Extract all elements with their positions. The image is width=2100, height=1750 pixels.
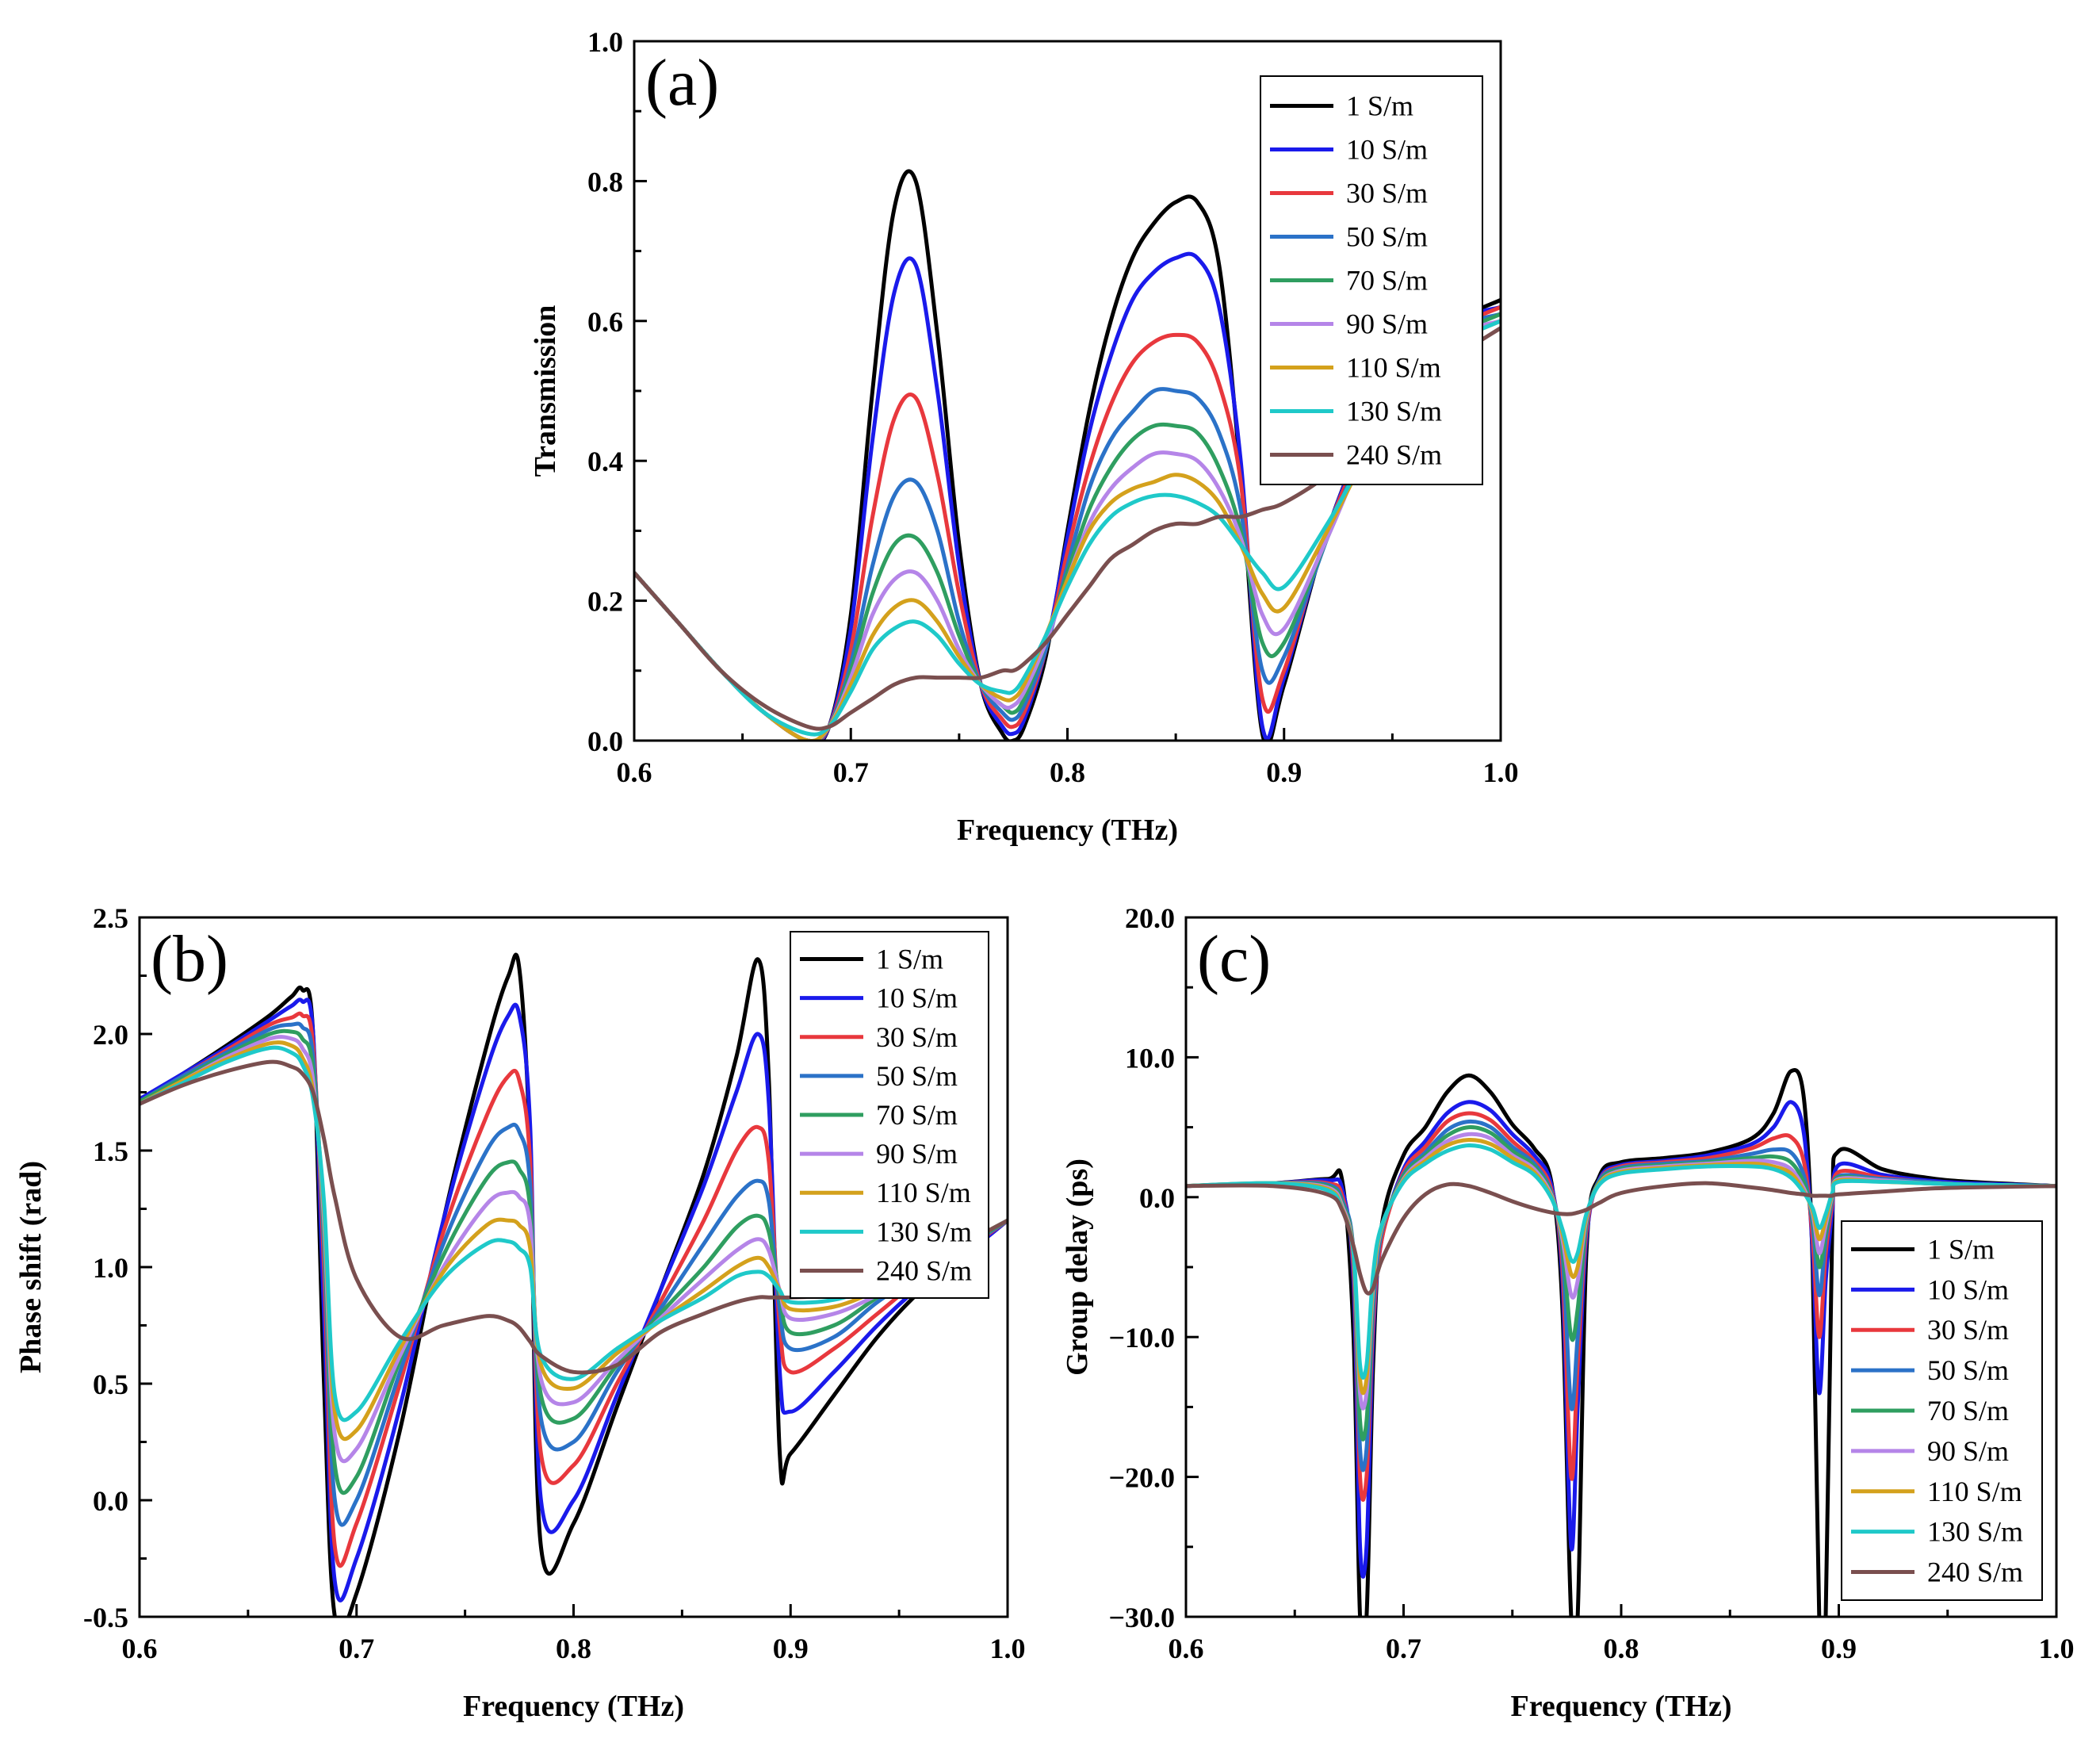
legend: 1 S/m 10 S/m 30 S/m 50 S/m 70 S/m 90 S/m 110 S… xyxy=(790,931,989,1299)
x-tick-label: 0.9 xyxy=(1821,1633,1857,1664)
legend-label: 1 S/m xyxy=(876,944,943,975)
y-tick-label: 0.6 xyxy=(587,306,623,338)
y-tick-label: 0.0 xyxy=(93,1485,128,1517)
series-line-240Sm xyxy=(634,326,1501,731)
x-tick-label: 0.6 xyxy=(1169,1633,1204,1664)
y-tick-label: −30.0 xyxy=(1108,1602,1175,1633)
y-tick-label: 2.5 xyxy=(93,902,128,934)
y-tick-label: 20.0 xyxy=(1125,902,1175,934)
legend: 1 S/m 10 S/m 30 S/m 50 S/m 70 S/m 90 S/m 110 S… xyxy=(1260,75,1483,485)
x-tick-label: 0.9 xyxy=(773,1633,809,1664)
x-tick-label: 0.6 xyxy=(122,1633,158,1664)
x-tick-label: 0.7 xyxy=(339,1633,374,1664)
series-line-130Sm xyxy=(1186,1143,2056,1380)
y-tick-label: 10.0 xyxy=(1125,1042,1175,1074)
legend-label: 10 S/m xyxy=(876,982,958,1014)
panel-label: (c) xyxy=(1197,922,1271,996)
x-tick-label: 0.8 xyxy=(1604,1633,1639,1664)
x-tick-label: 0.8 xyxy=(556,1633,591,1664)
x-axis-label: Frequency (THz) xyxy=(957,814,1178,847)
legend-label: 240 S/m xyxy=(1346,439,1442,471)
legend-label: 30 S/m xyxy=(1927,1314,2009,1346)
series-line-240Sm xyxy=(1186,1181,2056,1296)
legend-label: 1 S/m xyxy=(1927,1233,1995,1265)
legend-label: 130 S/m xyxy=(1927,1516,2023,1548)
legend-label: 240 S/m xyxy=(876,1254,972,1286)
legend-label: 50 S/m xyxy=(876,1060,958,1092)
x-axis-label: Frequency (THz) xyxy=(1511,1690,1732,1723)
panel-label: (a) xyxy=(645,46,719,120)
y-tick-label: 2.0 xyxy=(93,1019,128,1051)
legend-label: 10 S/m xyxy=(1346,134,1428,166)
x-axis-label: Frequency (THz) xyxy=(463,1690,684,1723)
legend-label: 30 S/m xyxy=(1346,178,1428,209)
x-tick-label: 1.0 xyxy=(1483,756,1519,788)
legend-label: 10 S/m xyxy=(1927,1273,2009,1305)
legend-label: 110 S/m xyxy=(1927,1476,2022,1507)
series-group xyxy=(634,169,1501,741)
legend-label: 70 S/m xyxy=(876,1099,958,1131)
legend-label: 70 S/m xyxy=(1346,265,1428,297)
legend-label: 50 S/m xyxy=(1346,221,1428,253)
legend-label: 130 S/m xyxy=(876,1216,972,1247)
series-line-30Sm xyxy=(1186,1111,2056,1502)
y-tick-label: 1.5 xyxy=(93,1135,128,1167)
legend-label: 130 S/m xyxy=(1346,396,1442,427)
y-tick-label: 0.8 xyxy=(587,166,623,197)
y-axis-label: Transmission xyxy=(529,305,562,477)
x-tick-label: 1.0 xyxy=(2039,1633,2075,1664)
y-tick-label: −10.0 xyxy=(1108,1322,1175,1354)
legend-label: 90 S/m xyxy=(1927,1435,2009,1467)
y-tick-label: -0.5 xyxy=(83,1602,128,1633)
y-tick-label: 0.0 xyxy=(1139,1182,1175,1214)
series-line-110Sm xyxy=(140,1040,1008,1442)
legend-label: 110 S/m xyxy=(876,1177,971,1208)
series-line-10Sm xyxy=(1186,1100,2056,1579)
x-tick-label: 0.8 xyxy=(1050,756,1085,788)
legend-label: 50 S/m xyxy=(1927,1354,2009,1386)
legend-label: 1 S/m xyxy=(1346,90,1413,122)
legend-label: 110 S/m xyxy=(1346,352,1441,384)
legend-label: 70 S/m xyxy=(1927,1395,2009,1426)
panel-label: (b) xyxy=(151,922,228,996)
series-line-90Sm xyxy=(140,1035,1008,1464)
panel-a: 0.6 0.7 0.8 0.9 1.0 0.0 0.2 0.4 0.6 0.8 1.0 Frequen… xyxy=(529,26,1519,847)
x-tick-label: 0.9 xyxy=(1266,756,1302,788)
series-group xyxy=(1186,1068,2056,1617)
y-tick-label: 0.4 xyxy=(587,446,623,477)
x-tick-label: 0.7 xyxy=(833,756,869,788)
legend: 1 S/m 10 S/m 30 S/m 50 S/m 70 S/m 90 S/m 110 S… xyxy=(1841,1220,2043,1601)
y-tick-label: 1.0 xyxy=(93,1252,128,1284)
y-tick-label: 0.2 xyxy=(587,586,623,618)
x-tick-label: 0.6 xyxy=(617,756,652,788)
y-tick-label: −20.0 xyxy=(1108,1462,1175,1494)
panel-c: 0.6 0.7 0.8 0.9 1.0 −30.0 −20.0 −10.0 0.0 10.0 20.… xyxy=(1061,902,2075,1723)
x-tick-label: 0.7 xyxy=(1386,1633,1421,1664)
x-tick-label: 1.0 xyxy=(990,1633,1026,1664)
panel-b: 0.6 0.7 0.8 0.9 1.0 -0.5 0.0 0.5 1.0 1.5 2.0 2.5 Fre… xyxy=(14,902,1026,1723)
y-axis-label: Group delay (ps) xyxy=(1061,1158,1094,1376)
legend-label: 90 S/m xyxy=(876,1138,958,1170)
series-group xyxy=(140,952,1008,1617)
y-tick-label: 0.5 xyxy=(93,1369,128,1400)
series-line-50Sm xyxy=(1186,1119,2056,1472)
legend-label: 30 S/m xyxy=(876,1021,958,1053)
legend-label: 90 S/m xyxy=(1346,308,1428,340)
y-axis-label: Phase shift (rad) xyxy=(14,1161,48,1373)
legend-label: 240 S/m xyxy=(1927,1557,2023,1588)
y-tick-label: 1.0 xyxy=(587,26,623,58)
y-tick-label: 0.0 xyxy=(587,726,623,757)
